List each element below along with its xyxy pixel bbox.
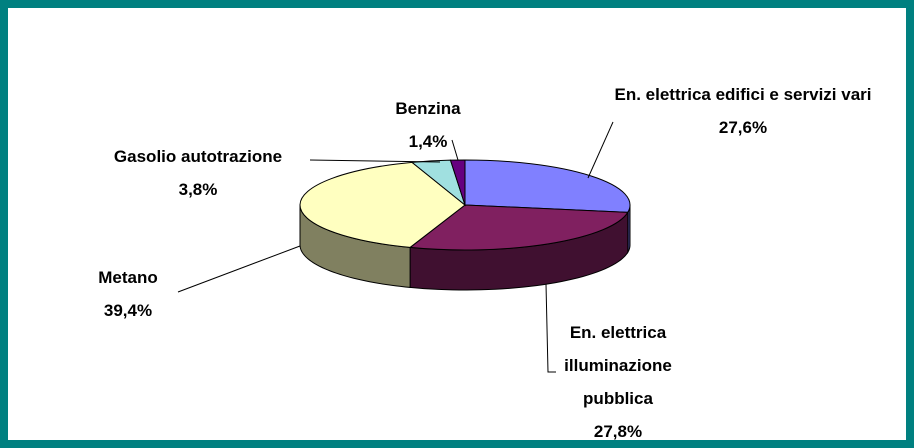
- value-label: 27,6%: [718, 118, 768, 137]
- leader-line: [587, 121, 614, 179]
- slice-label: Benzina 1,4%: [368, 92, 488, 158]
- slice-label: En. elettrica edifici e servizi vari 27,…: [608, 78, 878, 144]
- leader-line: [545, 283, 556, 373]
- value-label: 27,8%: [593, 422, 643, 441]
- pie: [299, 159, 631, 291]
- slice-top: [408, 204, 629, 251]
- leader-lines: [177, 121, 614, 373]
- leader-line: [309, 159, 441, 163]
- value-label: 39,4%: [103, 301, 153, 320]
- slice: [299, 161, 466, 288]
- slice-label: Gasolio autotrazione 3,8%: [68, 140, 328, 206]
- value-label: 3,8%: [178, 180, 218, 199]
- category-label: Metano: [98, 268, 158, 287]
- category-label: En. elettrica illuminazione pubblica: [564, 323, 672, 408]
- category-label: En. elettrica edifici e servizi vari: [614, 85, 872, 104]
- slice-top: [299, 161, 466, 248]
- slice-top: [464, 159, 631, 213]
- slice: [408, 204, 629, 291]
- leader-line: [177, 245, 301, 293]
- category-label: Benzina: [395, 99, 461, 118]
- category-label: Gasolio autotrazione: [113, 147, 283, 166]
- chart: [177, 121, 631, 373]
- slice-label: Metano 39,4%: [68, 261, 188, 327]
- slice-label: En. elettrica illuminazione pubblica 27,…: [543, 316, 693, 441]
- leader-line: [451, 139, 459, 161]
- value-label: 1,4%: [408, 132, 448, 151]
